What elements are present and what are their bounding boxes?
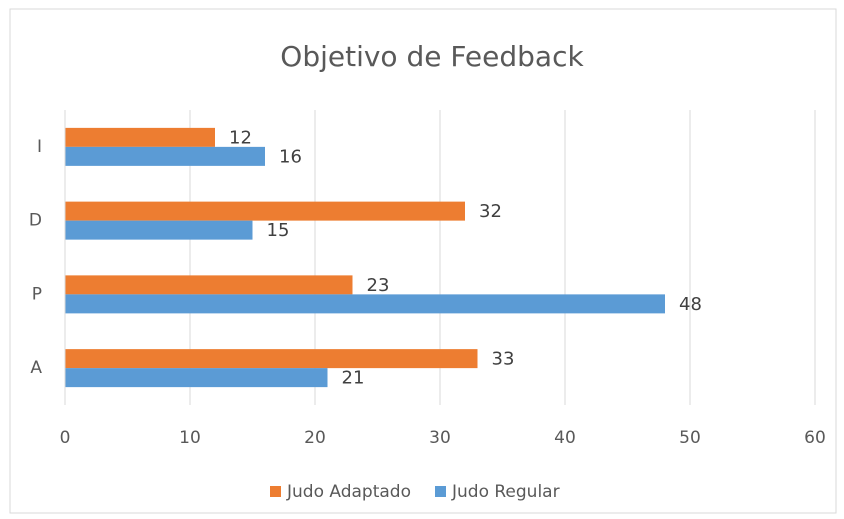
bar <box>65 146 265 166</box>
y-tick-label: A <box>30 358 42 378</box>
x-tick-label: 10 <box>179 428 201 448</box>
value-label: 16 <box>279 146 302 167</box>
value-label: 48 <box>679 294 702 315</box>
value-label: 23 <box>367 275 390 296</box>
bar <box>65 220 253 240</box>
bar <box>65 349 478 369</box>
chart-border <box>9 8 837 514</box>
value-label: 12 <box>229 127 252 148</box>
value-label: 32 <box>479 201 502 222</box>
value-label: 33 <box>492 349 515 370</box>
y-tick-label: P <box>32 284 42 304</box>
legend-swatch <box>270 486 281 497</box>
legend-label: Judo Adaptado <box>286 482 411 502</box>
bar <box>65 127 215 147</box>
bar <box>65 368 328 388</box>
bar <box>65 294 665 314</box>
y-tick-label: I <box>37 137 42 157</box>
legend-swatch <box>435 486 446 497</box>
x-tick-label: 20 <box>304 428 326 448</box>
value-label: 15 <box>267 220 290 241</box>
x-tick-label: 50 <box>679 428 701 448</box>
x-tick-label: 30 <box>429 428 451 448</box>
y-tick-label: D <box>29 211 42 231</box>
legend-label: Judo Regular <box>451 482 560 502</box>
x-tick-label: 0 <box>60 428 71 448</box>
x-tick-label: 40 <box>554 428 576 448</box>
x-tick-label: 60 <box>804 428 826 448</box>
value-label: 21 <box>342 368 365 389</box>
bar <box>65 201 465 221</box>
chart-title: Objetivo de Feedback <box>280 40 584 73</box>
bar <box>65 275 353 295</box>
